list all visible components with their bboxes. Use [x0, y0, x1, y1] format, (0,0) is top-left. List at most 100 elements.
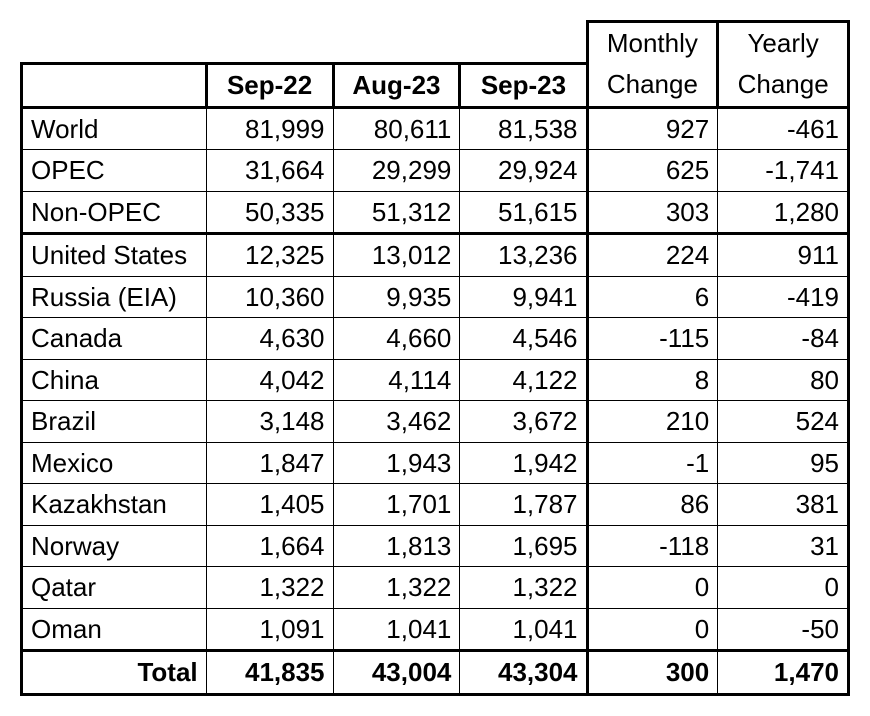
- cell-sep23: 1,695: [460, 525, 587, 567]
- table-row: Mexico1,8471,9431,942-195: [22, 442, 849, 484]
- table-row: Russia (EIA)10,3609,9359,9416-419: [22, 276, 849, 318]
- header-label: [22, 64, 207, 108]
- cell-ychg: 381: [718, 484, 849, 526]
- cell-mchg: -118: [587, 525, 718, 567]
- cell-label: Norway: [22, 525, 207, 567]
- table-row: United States12,32513,01213,236224911: [22, 234, 849, 277]
- cell-mchg: 303: [587, 191, 718, 234]
- total-label: Total: [22, 651, 207, 695]
- cell-sep22: 1,847: [206, 442, 333, 484]
- header-mchg: Change: [587, 64, 718, 108]
- cell-label: Non-OPEC: [22, 191, 207, 234]
- cell-label: Mexico: [22, 442, 207, 484]
- cell-mchg: 0: [587, 608, 718, 651]
- total-ychg: 1,470: [718, 651, 849, 695]
- table-body: World81,99980,61181,538927-461OPEC31,664…: [22, 107, 849, 651]
- cell-sep22: 31,664: [206, 150, 333, 192]
- total-sep22: 41,835: [206, 651, 333, 695]
- cell-sep22: 3,148: [206, 401, 333, 443]
- cell-mchg: 210: [587, 401, 718, 443]
- cell-aug23: 9,935: [333, 276, 460, 318]
- cell-sep22: 10,360: [206, 276, 333, 318]
- header-row-1: Monthly Yearly: [22, 22, 849, 64]
- cell-sep23: 1,942: [460, 442, 587, 484]
- cell-aug23: 1,813: [333, 525, 460, 567]
- cell-label: Canada: [22, 318, 207, 360]
- cell-ychg: 31: [718, 525, 849, 567]
- header-blank-1: [206, 22, 333, 64]
- cell-sep22: 1,091: [206, 608, 333, 651]
- cell-mchg: 0: [587, 567, 718, 609]
- cell-ychg: -461: [718, 107, 849, 150]
- total-aug23: 43,004: [333, 651, 460, 695]
- cell-ychg: 95: [718, 442, 849, 484]
- cell-sep23: 1,041: [460, 608, 587, 651]
- total-mchg: 300: [587, 651, 718, 695]
- header-aug23: Aug-23: [333, 64, 460, 108]
- table-row: World81,99980,61181,538927-461: [22, 107, 849, 150]
- cell-sep23: 1,787: [460, 484, 587, 526]
- cell-ychg: -50: [718, 608, 849, 651]
- cell-label: Brazil: [22, 401, 207, 443]
- cell-sep22: 1,664: [206, 525, 333, 567]
- header-sep23: Sep-23: [460, 64, 587, 108]
- cell-ychg: 524: [718, 401, 849, 443]
- cell-sep23: 3,672: [460, 401, 587, 443]
- table-row: Qatar1,3221,3221,32200: [22, 567, 849, 609]
- cell-sep23: 51,615: [460, 191, 587, 234]
- cell-sep23: 81,538: [460, 107, 587, 150]
- cell-mchg: -115: [587, 318, 718, 360]
- cell-label: Qatar: [22, 567, 207, 609]
- cell-aug23: 1,943: [333, 442, 460, 484]
- cell-label: OPEC: [22, 150, 207, 192]
- cell-sep22: 12,325: [206, 234, 333, 277]
- cell-sep22: 4,630: [206, 318, 333, 360]
- cell-label: Oman: [22, 608, 207, 651]
- cell-ychg: -84: [718, 318, 849, 360]
- table-row: Oman1,0911,0411,0410-50: [22, 608, 849, 651]
- cell-sep23: 29,924: [460, 150, 587, 192]
- cell-sep23: 1,322: [460, 567, 587, 609]
- header-yearly-top: Yearly: [718, 22, 849, 64]
- cell-ychg: 911: [718, 234, 849, 277]
- table-row: Brazil3,1483,4623,672210524: [22, 401, 849, 443]
- cell-sep23: 9,941: [460, 276, 587, 318]
- header-ychg: Change: [718, 64, 849, 108]
- cell-label: World: [22, 107, 207, 150]
- cell-ychg: 0: [718, 567, 849, 609]
- cell-ychg: 80: [718, 359, 849, 401]
- cell-aug23: 1,041: [333, 608, 460, 651]
- cell-sep23: 4,546: [460, 318, 587, 360]
- table-row: Non-OPEC50,33551,31251,6153031,280: [22, 191, 849, 234]
- cell-aug23: 29,299: [333, 150, 460, 192]
- header-row-2: Sep-22 Aug-23 Sep-23 Change Change: [22, 64, 849, 108]
- cell-aug23: 80,611: [333, 107, 460, 150]
- cell-mchg: 224: [587, 234, 718, 277]
- cell-label: United States: [22, 234, 207, 277]
- cell-aug23: 1,701: [333, 484, 460, 526]
- cell-sep22: 50,335: [206, 191, 333, 234]
- total-sep23: 43,304: [460, 651, 587, 695]
- cell-label: Kazakhstan: [22, 484, 207, 526]
- cell-aug23: 4,660: [333, 318, 460, 360]
- total-row: Total 41,835 43,004 43,304 300 1,470: [22, 651, 849, 695]
- cell-sep23: 4,122: [460, 359, 587, 401]
- cell-aug23: 4,114: [333, 359, 460, 401]
- cell-ychg: -419: [718, 276, 849, 318]
- table-row: China4,0424,1144,122880: [22, 359, 849, 401]
- table-row: Kazakhstan1,4051,7011,78786381: [22, 484, 849, 526]
- cell-sep22: 4,042: [206, 359, 333, 401]
- header-blank-3: [460, 22, 587, 64]
- header-monthly-top: Monthly: [587, 22, 718, 64]
- cell-sep23: 13,236: [460, 234, 587, 277]
- cell-label: Russia (EIA): [22, 276, 207, 318]
- production-table: Monthly Yearly Sep-22 Aug-23 Sep-23 Chan…: [20, 20, 850, 696]
- cell-mchg: 927: [587, 107, 718, 150]
- table-row: Norway1,6641,8131,695-11831: [22, 525, 849, 567]
- cell-ychg: -1,741: [718, 150, 849, 192]
- table-row: OPEC31,66429,29929,924625-1,741: [22, 150, 849, 192]
- header-blank-0: [22, 22, 207, 64]
- cell-mchg: -1: [587, 442, 718, 484]
- cell-aug23: 3,462: [333, 401, 460, 443]
- header-blank-2: [333, 22, 460, 64]
